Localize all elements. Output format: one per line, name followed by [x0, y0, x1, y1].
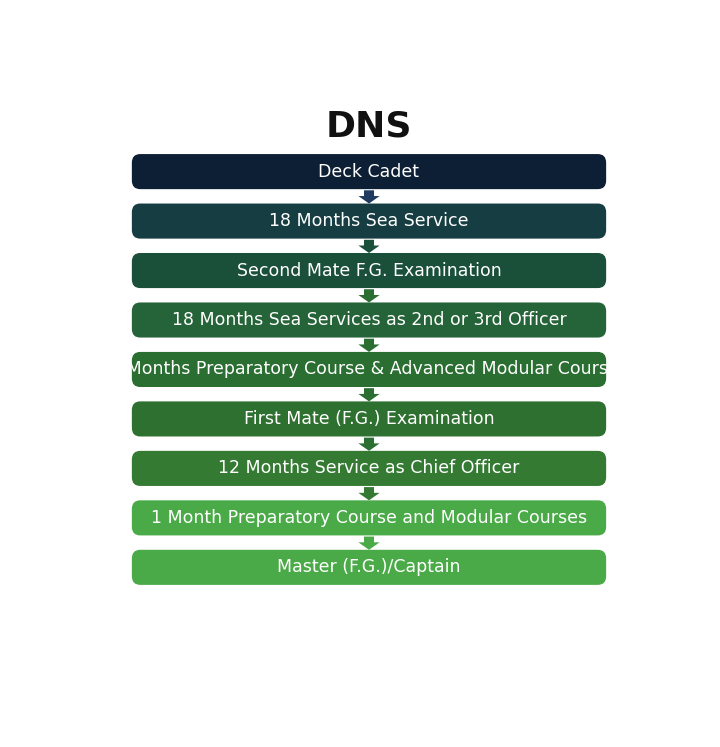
- Text: Second Mate F.G. Examination: Second Mate F.G. Examination: [237, 261, 501, 279]
- FancyBboxPatch shape: [132, 253, 606, 288]
- Text: Deck Cadet: Deck Cadet: [318, 163, 420, 181]
- Polygon shape: [359, 190, 379, 203]
- Polygon shape: [359, 438, 379, 451]
- Text: 18 Months Sea Services as 2nd or 3rd Officer: 18 Months Sea Services as 2nd or 3rd Off…: [171, 311, 567, 329]
- Polygon shape: [359, 388, 379, 401]
- Polygon shape: [359, 240, 379, 253]
- FancyBboxPatch shape: [132, 303, 606, 338]
- Text: DNS: DNS: [325, 110, 413, 143]
- Polygon shape: [359, 536, 379, 550]
- FancyBboxPatch shape: [132, 401, 606, 436]
- Text: 12 Months Service as Chief Officer: 12 Months Service as Chief Officer: [218, 459, 520, 477]
- Polygon shape: [359, 289, 379, 303]
- FancyBboxPatch shape: [132, 500, 606, 536]
- Text: First Mate (F.G.) Examination: First Mate (F.G.) Examination: [243, 410, 495, 428]
- FancyBboxPatch shape: [132, 550, 606, 585]
- Text: 1 Month Preparatory Course and Modular Courses: 1 Month Preparatory Course and Modular C…: [151, 509, 587, 527]
- FancyBboxPatch shape: [132, 451, 606, 486]
- Text: Master (F.G.)/Captain: Master (F.G.)/Captain: [277, 558, 461, 577]
- Polygon shape: [359, 338, 379, 352]
- FancyBboxPatch shape: [132, 203, 606, 238]
- Text: 6 Months Preparatory Course & Advanced Modular Courses: 6 Months Preparatory Course & Advanced M…: [110, 361, 628, 379]
- Text: 18 Months Sea Service: 18 Months Sea Service: [269, 212, 469, 230]
- Polygon shape: [359, 487, 379, 500]
- FancyBboxPatch shape: [132, 352, 606, 387]
- FancyBboxPatch shape: [132, 154, 606, 189]
